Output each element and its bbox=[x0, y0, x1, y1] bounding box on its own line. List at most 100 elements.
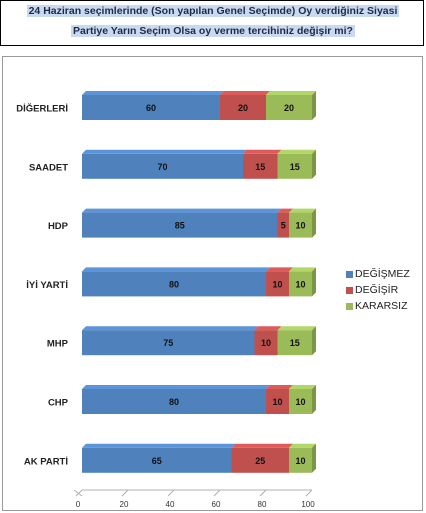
bar-segment bbox=[243, 153, 278, 179]
bar-segment-top bbox=[254, 326, 282, 331]
bar-segment bbox=[277, 330, 312, 356]
bar-segment bbox=[82, 212, 278, 238]
bar-segment bbox=[220, 95, 266, 120]
x-tick-label: 100 bbox=[301, 500, 315, 509]
x-tick-label: 40 bbox=[166, 500, 175, 509]
bar-segment-side bbox=[312, 208, 316, 238]
bar-segment bbox=[82, 447, 232, 473]
legend-item: DEĞİŞİR bbox=[346, 282, 410, 298]
category-label: DİĞERLERİ bbox=[16, 103, 68, 115]
chart-title-box: 24 Haziran seçimlerinde (Son yapılan Gen… bbox=[0, 0, 424, 46]
legend-item: DEĞİŞMEZ bbox=[346, 266, 410, 282]
bar-segment-top bbox=[266, 385, 293, 389]
bar-data-label: 70 bbox=[157, 162, 167, 172]
bar-segment-top bbox=[266, 91, 316, 95]
bar-segment bbox=[266, 95, 312, 120]
bar-segment-side bbox=[312, 91, 316, 120]
bar-segment-top bbox=[277, 149, 316, 154]
bar-data-label: 10 bbox=[295, 397, 305, 407]
title-line-2: Partiye Yarın Seçim Olsa oy verme tercih… bbox=[1, 25, 425, 37]
bar-data-label: 80 bbox=[169, 279, 179, 289]
x-axis-depth-edge bbox=[73, 489, 83, 497]
bar-segment-top bbox=[289, 208, 316, 213]
bar-segment-side bbox=[312, 443, 316, 473]
bar-segment-top bbox=[243, 149, 282, 154]
bar-segment-top bbox=[82, 208, 282, 213]
title-line-2-text: Partiye Yarın Seçim Olsa oy verme tercih… bbox=[71, 25, 355, 37]
legend-item: KARARSIZ bbox=[346, 298, 410, 314]
bar-segment-top bbox=[231, 443, 293, 448]
bar-data-label: 65 bbox=[152, 456, 162, 466]
bar-segment bbox=[289, 212, 312, 238]
bar-segment-top bbox=[82, 149, 247, 154]
bar-data-label: 10 bbox=[272, 279, 282, 289]
bar-segment-side bbox=[312, 326, 316, 356]
bar-data-label: 5 bbox=[281, 221, 286, 231]
bar-segment-top bbox=[266, 267, 293, 272]
legend-label: DEĞİŞMEZ bbox=[355, 268, 410, 280]
bar-segment-top bbox=[289, 385, 316, 389]
bar-segment-top bbox=[289, 267, 316, 272]
bar-segment-top bbox=[289, 443, 316, 448]
title-line-1-text: 24 Haziran seçimlerinde (Son yapılan Gen… bbox=[26, 5, 400, 17]
x-tick-label: 20 bbox=[120, 500, 129, 509]
bar-data-label: 10 bbox=[295, 456, 305, 466]
bar-data-label: 60 bbox=[146, 103, 156, 113]
bar-segment bbox=[289, 447, 312, 473]
x-tick-mark bbox=[75, 489, 83, 497]
bar-segment bbox=[82, 330, 255, 356]
bar-segment-top bbox=[82, 91, 224, 95]
bar-segment-top bbox=[82, 326, 259, 331]
title-line-1: 24 Haziran seçimlerinde (Son yapılan Gen… bbox=[1, 5, 425, 17]
bar-segment bbox=[289, 271, 312, 297]
bar-segment bbox=[82, 389, 266, 414]
category-label: İYİ YARTİ bbox=[26, 280, 68, 291]
bar-data-label: 10 bbox=[295, 279, 305, 289]
x-tick-label: 0 bbox=[76, 500, 81, 509]
category-label: MHP bbox=[47, 339, 69, 350]
category-label: AK PARTİ bbox=[24, 456, 68, 467]
bar-segment bbox=[82, 271, 266, 297]
bar-segment bbox=[231, 447, 289, 473]
bar-data-label: 20 bbox=[284, 103, 294, 113]
category-label: HDP bbox=[48, 221, 69, 232]
legend-swatch bbox=[346, 270, 353, 278]
bar-segment-top bbox=[277, 208, 293, 213]
category-label: SAADET bbox=[29, 162, 68, 173]
bar-segment-side bbox=[312, 385, 316, 414]
bar-data-label: 20 bbox=[238, 103, 248, 113]
bar-segment-side bbox=[312, 149, 316, 179]
bar-segment bbox=[82, 95, 220, 120]
x-tick-label: 60 bbox=[212, 500, 221, 509]
bar-segment bbox=[266, 271, 289, 297]
bar-data-label: 15 bbox=[290, 338, 300, 348]
x-tick-mark bbox=[305, 489, 313, 497]
bar-data-label: 15 bbox=[255, 162, 265, 172]
x-tick-mark bbox=[259, 489, 267, 497]
x-tick-mark bbox=[213, 489, 221, 497]
bar-segment-top bbox=[82, 267, 270, 272]
x-tick-mark bbox=[121, 489, 129, 497]
category-label: CHP bbox=[48, 398, 69, 409]
x-tick-mark bbox=[167, 489, 175, 497]
bar-data-label: 25 bbox=[255, 456, 265, 466]
bar-data-label: 10 bbox=[261, 338, 271, 348]
bar-segment bbox=[277, 153, 312, 179]
bar-segment bbox=[82, 153, 243, 179]
bar-segment bbox=[289, 389, 312, 414]
bar-segment-top bbox=[277, 326, 316, 331]
bar-segment-top bbox=[82, 385, 270, 389]
bar-data-label: 85 bbox=[175, 221, 185, 231]
bar-segment-top bbox=[82, 443, 236, 448]
bar-segment bbox=[277, 212, 289, 238]
bar-data-label: 10 bbox=[272, 397, 282, 407]
legend-swatch bbox=[346, 302, 353, 310]
bar-data-label: 80 bbox=[169, 397, 179, 407]
bar-data-label: 75 bbox=[163, 338, 173, 348]
bar-data-label: 15 bbox=[290, 162, 300, 172]
bar-data-label: 10 bbox=[295, 221, 305, 231]
bar-segment-top bbox=[220, 91, 270, 95]
bar-segment bbox=[266, 389, 289, 414]
legend-swatch bbox=[346, 286, 353, 294]
